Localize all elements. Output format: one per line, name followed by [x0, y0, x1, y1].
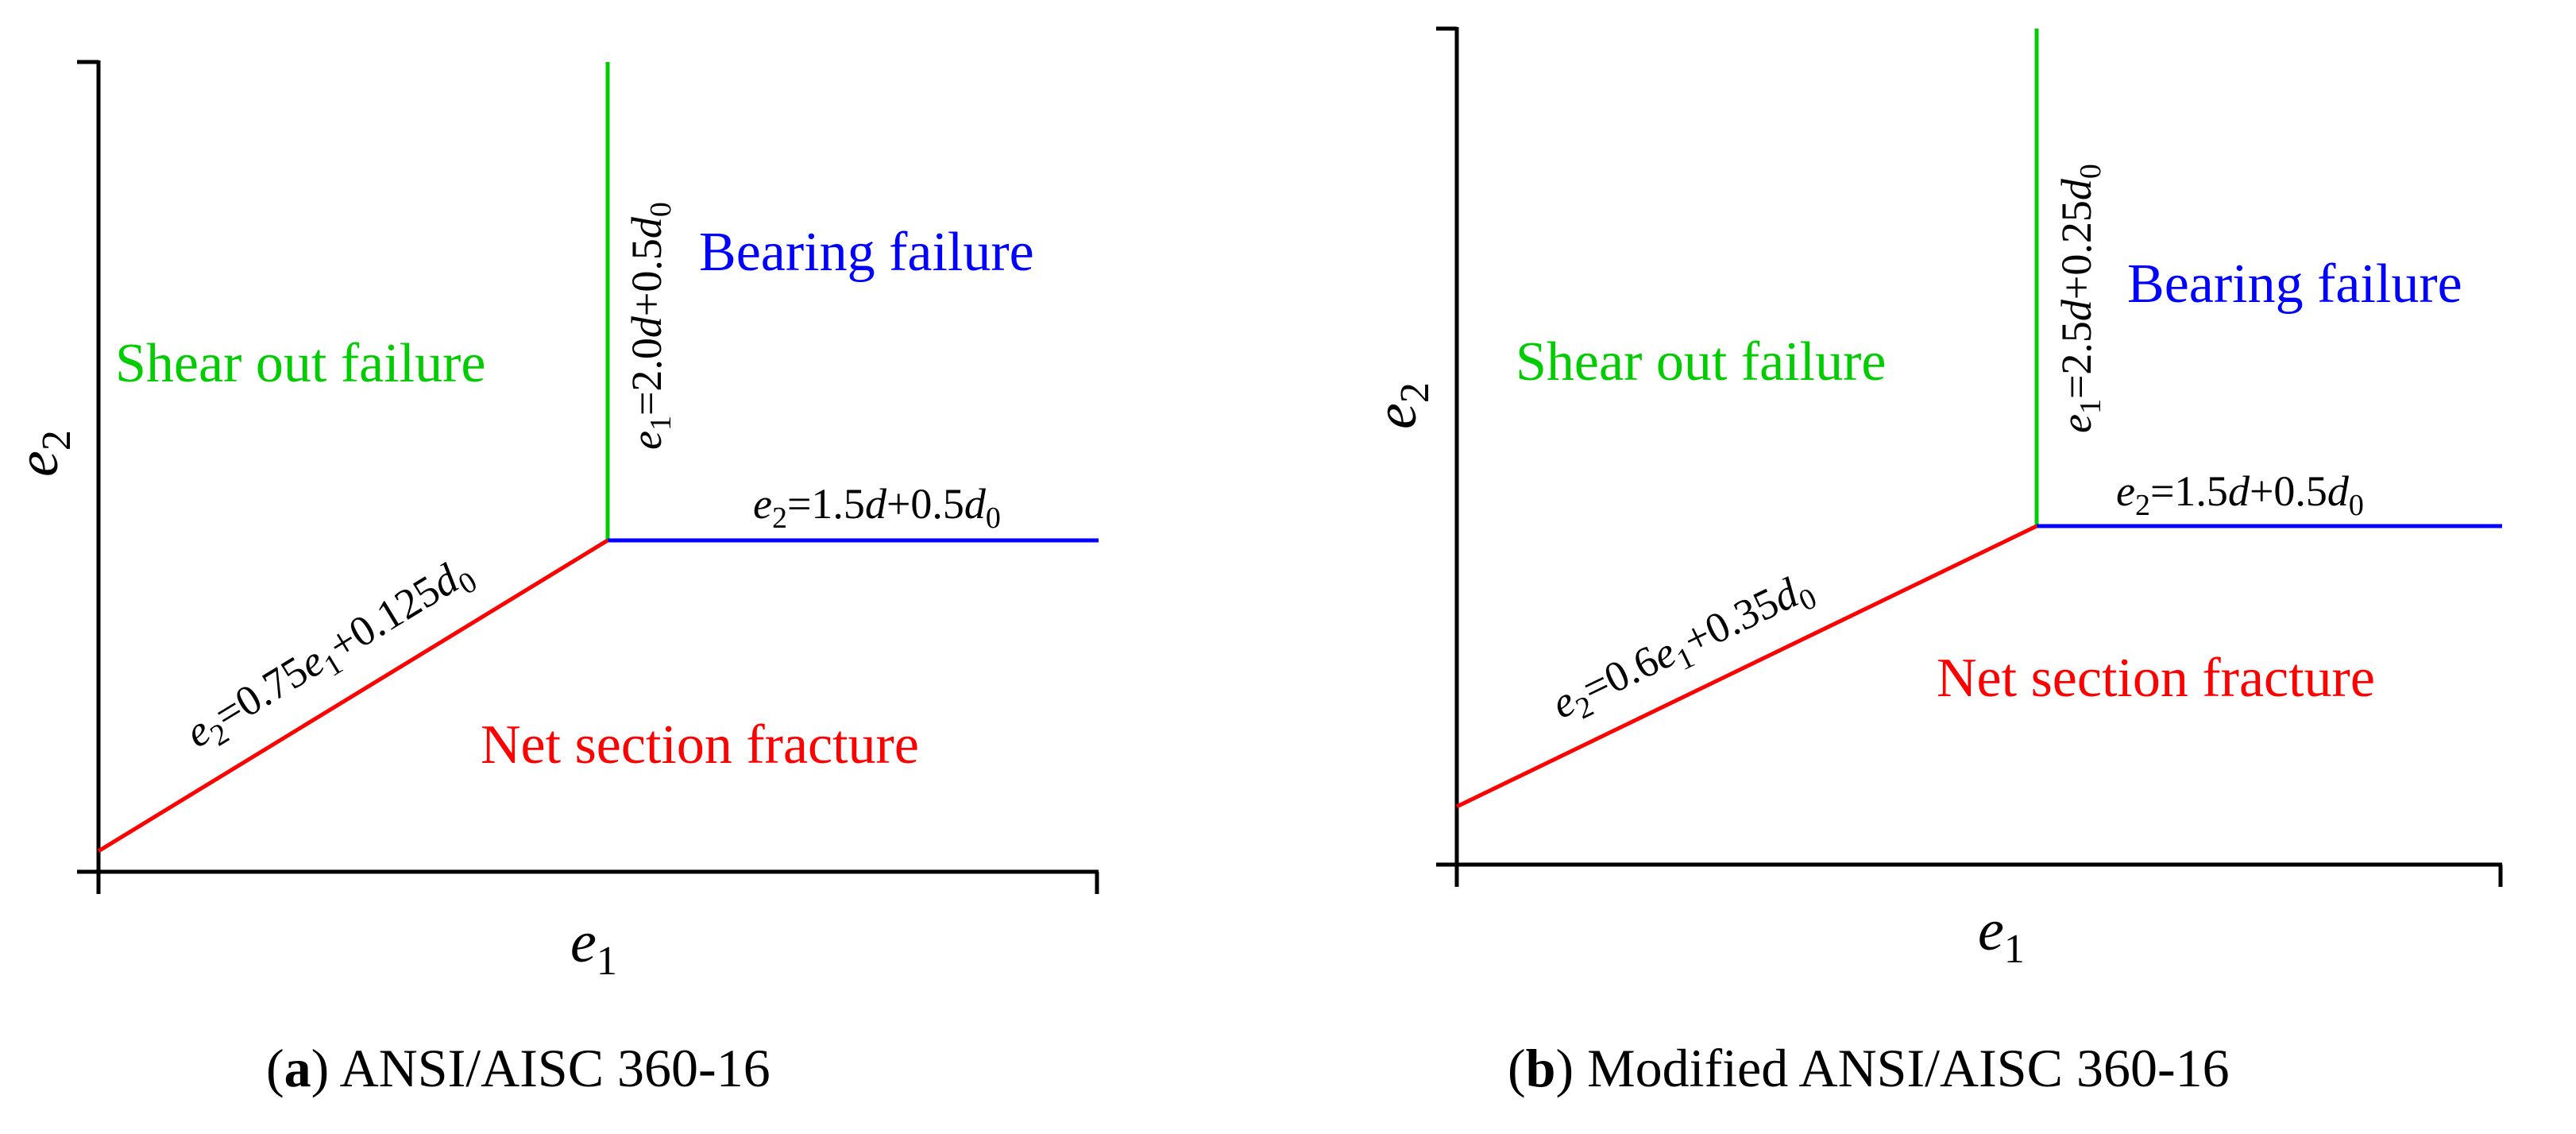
panel-b-x-axis-label: e1 — [1978, 898, 2025, 972]
panel-a-region-net: Net section fracture — [481, 714, 919, 776]
panel-a-y-axis-label: e2 — [6, 430, 79, 477]
panel-a-horizontal-equation: e2=1.5d+0.5d0 — [753, 480, 1001, 535]
panel-a-vertical-equation: e1=2.0d+0.5d0 — [623, 202, 678, 450]
panel-a-x-axis-label: e1 — [570, 910, 617, 984]
panel-b-caption-tag: b — [1525, 1038, 1556, 1098]
panel-b-shear-net-boundary — [1455, 524, 2038, 809]
panel-a-caption: (a) ANSI/AISC 360-16 — [266, 1038, 770, 1098]
panel-a-caption-tag: a — [284, 1038, 311, 1098]
panel-b: Shear out failure Bearing failure Net se… — [1364, 26, 2503, 972]
panel-b-caption: (b) Modified ANSI/AISC 360-16 — [1508, 1038, 2230, 1098]
panel-a-shear-net-boundary — [97, 538, 609, 853]
panel-a-caption-text: ANSI/AISC 360-16 — [339, 1038, 770, 1098]
panel-a-sloped-equation: e2=0.75e1+0.125d0 — [177, 547, 483, 763]
panel-b-region-shear: Shear out failure — [1516, 331, 1886, 393]
panel-a-region-shear: Shear out failure — [115, 333, 485, 394]
panel-b-vertical-equation: e1=2.5d+0.25d0 — [2053, 164, 2107, 433]
panel-b-y-axis-label: e2 — [1364, 382, 1438, 429]
panel-b-region-net: Net section fracture — [1937, 648, 2375, 709]
panel-a: Shear out failure Bearing failure Net se… — [6, 60, 1099, 984]
panel-a-region-bearing: Bearing failure — [699, 222, 1034, 283]
panel-b-horizontal-equation: e2=1.5d+0.5d0 — [2116, 467, 2364, 522]
panel-b-region-bearing: Bearing failure — [2127, 254, 2462, 315]
panel-b-caption-text: Modified ANSI/AISC 360-16 — [1587, 1038, 2230, 1098]
